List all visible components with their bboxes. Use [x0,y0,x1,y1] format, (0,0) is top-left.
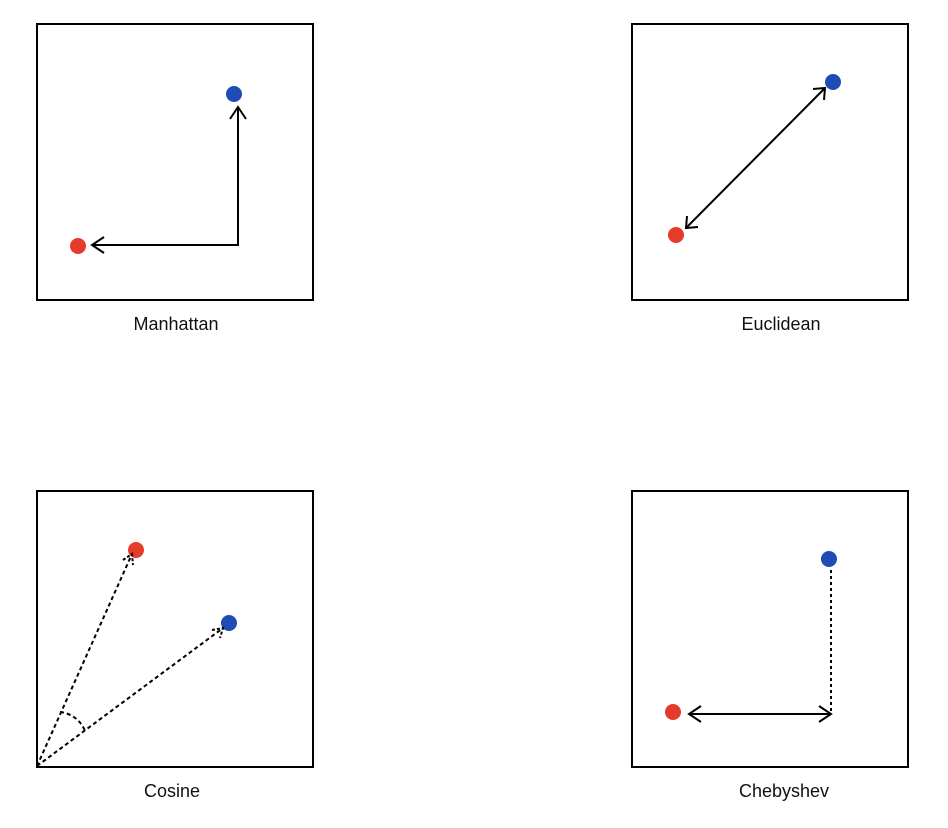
chebyshev-label: Chebyshev [738,781,830,801]
chebyshev-diagram [631,490,909,768]
red-point [128,542,144,558]
manhattan-diagram [36,23,314,301]
angle-arc [59,711,86,732]
panel-frame [631,23,909,301]
blue-point [821,551,837,567]
arrowhead-start [684,215,699,230]
vector-blue [36,627,224,767]
path-line [92,107,239,246]
manhattan-panel [36,23,316,301]
cosine-label: Cosine [143,781,201,801]
arrowhead-blue [211,626,225,639]
cosine-diagram [36,490,314,768]
arrowhead-left [687,705,702,723]
euclidean-panel [631,23,911,301]
blue-point [226,86,242,102]
manhattan-label: Manhattan [133,314,219,334]
red-point [665,704,681,720]
arrowhead-left [90,236,105,254]
arrowhead-red [122,552,134,566]
arrowhead-right [818,705,833,723]
blue-point [221,615,237,631]
euclidean-label: Euclidean [741,314,821,334]
chebyshev-panel [631,490,911,768]
distance-line [685,87,826,229]
euclidean-diagram [631,23,909,301]
blue-point [825,74,841,90]
red-point [70,238,86,254]
red-point [668,227,684,243]
panel-frame [36,23,314,301]
arrowhead-end [812,86,827,101]
arrowhead-up [229,105,247,120]
panel-frame [631,490,909,768]
panel-frame [36,490,314,768]
cosine-panel [36,490,316,768]
vector-red [36,553,133,767]
